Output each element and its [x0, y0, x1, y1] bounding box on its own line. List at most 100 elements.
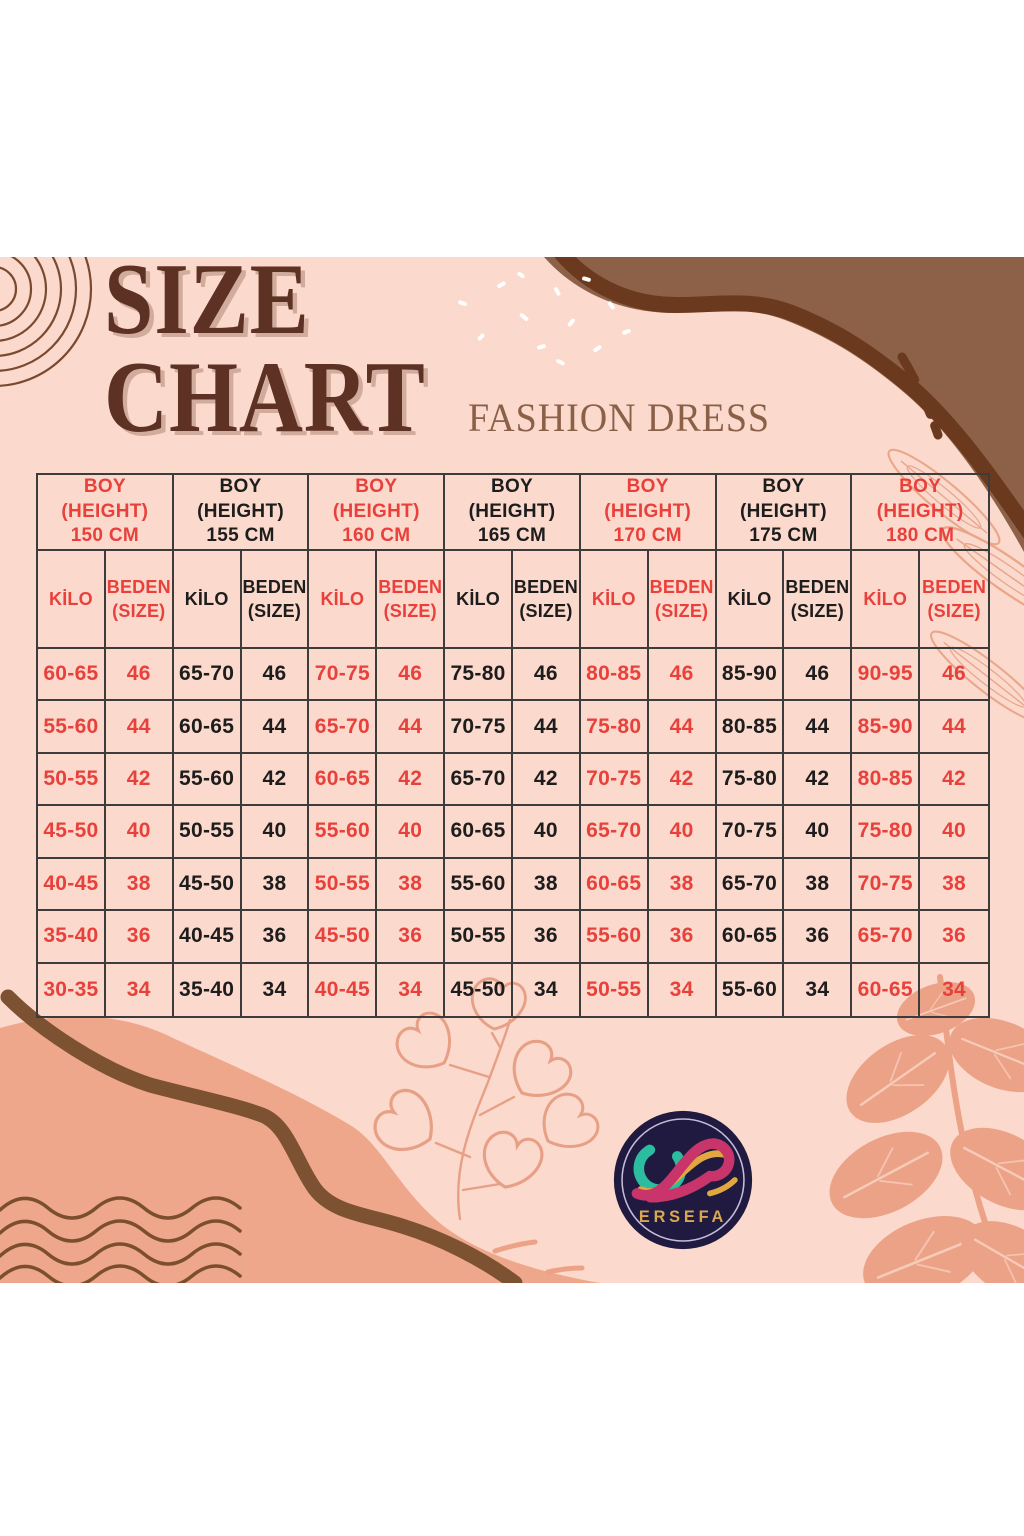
weight-cell: 40-45 — [309, 963, 378, 1016]
weight-cell: 75-80 — [716, 753, 785, 807]
weight-cell: 70-75 — [309, 649, 378, 702]
logo-brand-text: ERSEFA — [639, 1208, 727, 1226]
concentric-arcs-decoration — [0, 257, 93, 387]
size-cell: 44 — [648, 701, 717, 754]
size-cell: 42 — [105, 753, 174, 807]
title-line-2: CHART — [104, 340, 426, 454]
size-cell: 36 — [784, 911, 853, 964]
height-header-cell: BOY (HEIGHT) 160 CM — [309, 475, 446, 551]
size-cell: 46 — [920, 649, 988, 702]
weight-cell: 35-40 — [174, 963, 242, 1016]
size-cell: 46 — [784, 649, 853, 702]
size-cell: 34 — [242, 963, 310, 1016]
size-cell: 38 — [512, 858, 581, 912]
weight-cell: 70-75 — [445, 701, 513, 754]
weight-cell: 55-60 — [717, 963, 785, 1016]
weight-cell: 60-65 — [173, 701, 242, 754]
weight-cell: 75-80 — [852, 806, 921, 859]
weight-cell: 55-60 — [173, 753, 242, 807]
size-cell: 42 — [241, 753, 310, 807]
background-decorations — [0, 257, 1024, 1283]
weight-cell: 80-85 — [852, 753, 921, 807]
size-table: BOY (HEIGHT) 150 CM KİLO BEDEN (SIZE) BOY (HEIG… — [36, 473, 990, 1018]
weight-cell: 85-90 — [716, 649, 785, 702]
size-cell: 46 — [241, 649, 310, 702]
weight-cell: 75-80 — [445, 649, 513, 702]
weight-cell: 60-65 — [580, 858, 649, 912]
height-header-cell: BOY (HEIGHT) 175 CM — [716, 475, 853, 551]
size-cell: 36 — [920, 911, 988, 964]
weight-cell: 60-65 — [445, 806, 513, 859]
size-cell: 40 — [784, 806, 853, 859]
weight-cell: 45-50 — [38, 806, 106, 859]
poster-canvas — [0, 257, 1024, 1283]
size-cell: 40 — [377, 806, 446, 859]
size-cell: 38 — [241, 858, 310, 912]
weight-cell: 55-60 — [309, 806, 378, 859]
weight-cell: 40-45 — [173, 911, 242, 964]
size-cell: 46 — [105, 649, 174, 702]
height-header-cell: BOY (HEIGHT) 180 CM — [852, 475, 988, 551]
height-header-cell: BOY (HEIGHT) 155 CM — [173, 475, 310, 551]
size-cell: 36 — [377, 911, 446, 964]
size-cell: 38 — [105, 858, 174, 912]
weight-cell: 50-55 — [445, 911, 513, 964]
size-cell: 40 — [512, 806, 581, 859]
weight-cell: 45-50 — [173, 858, 242, 912]
size-cell: 40 — [920, 806, 988, 859]
weight-cell: 65-70 — [852, 911, 921, 964]
kilo-header-cell: KİLO — [445, 551, 513, 649]
size-cell: 38 — [377, 858, 446, 912]
size-cell: 34 — [784, 963, 853, 1016]
size-cell: 44 — [241, 701, 310, 754]
size-cell: 42 — [920, 754, 988, 807]
size-cell: 38 — [784, 858, 853, 912]
height-header-cell: BOY (HEIGHT) 150 CM — [38, 475, 174, 551]
kilo-header-cell: KİLO — [716, 551, 785, 649]
size-cell: 36 — [241, 911, 310, 964]
ersefa-logo: ERSEFA — [611, 1108, 755, 1252]
size-cell: 44 — [377, 701, 446, 754]
size-cell: 42 — [648, 753, 717, 807]
size-cell: 34 — [106, 963, 174, 1016]
weight-cell: 50-55 — [173, 806, 242, 859]
size-cell: 34 — [377, 963, 446, 1016]
size-cell: 38 — [648, 858, 717, 912]
size-cell: 42 — [784, 753, 853, 807]
size-cell: 40 — [648, 806, 717, 859]
salmon-branch-decoration — [813, 971, 1024, 1283]
weight-cell: 65-70 — [716, 858, 785, 912]
kilo-header-cell: KİLO — [309, 551, 378, 649]
kilo-header-cell: KİLO — [580, 551, 649, 649]
size-cell: 34 — [649, 963, 717, 1016]
weight-cell: 65-70 — [173, 649, 242, 702]
height-header-cell: BOY (HEIGHT) 165 CM — [445, 475, 581, 551]
kilo-header-cell: KİLO — [852, 551, 921, 649]
weight-cell: 55-60 — [38, 701, 106, 754]
infinity-icon — [631, 1138, 738, 1203]
weight-cell: 50-55 — [309, 858, 378, 912]
size-cell: 42 — [377, 753, 446, 807]
weight-cell: 35-40 — [38, 911, 106, 964]
brown-stroke-decoration — [0, 989, 523, 1283]
weight-cell: 70-75 — [580, 753, 649, 807]
branch-leaves-decoration — [364, 972, 606, 1221]
size-header-cell: BEDEN (SIZE) — [920, 551, 988, 649]
weight-cell: 45-50 — [309, 911, 378, 964]
weight-cell: 40-45 — [38, 858, 106, 912]
poster-subtitle: FASHION DRESS — [468, 395, 770, 440]
size-header-cell: BEDEN (SIZE) — [512, 551, 581, 649]
brown-blob-decoration — [544, 257, 1024, 552]
kilo-header-cell: KİLO — [173, 551, 242, 649]
size-header-cell: BEDEN (SIZE) — [648, 551, 717, 649]
size-cell: 44 — [784, 701, 853, 754]
kilo-header-cell: KİLO — [38, 551, 106, 649]
size-cell: 44 — [512, 701, 581, 754]
weight-cell: 80-85 — [580, 649, 649, 702]
weight-cell: 65-70 — [309, 701, 378, 754]
size-header-cell: BEDEN (SIZE) — [784, 551, 853, 649]
size-cell: 44 — [920, 701, 988, 754]
size-cell: 34 — [513, 963, 581, 1016]
confetti-decoration — [458, 271, 631, 366]
